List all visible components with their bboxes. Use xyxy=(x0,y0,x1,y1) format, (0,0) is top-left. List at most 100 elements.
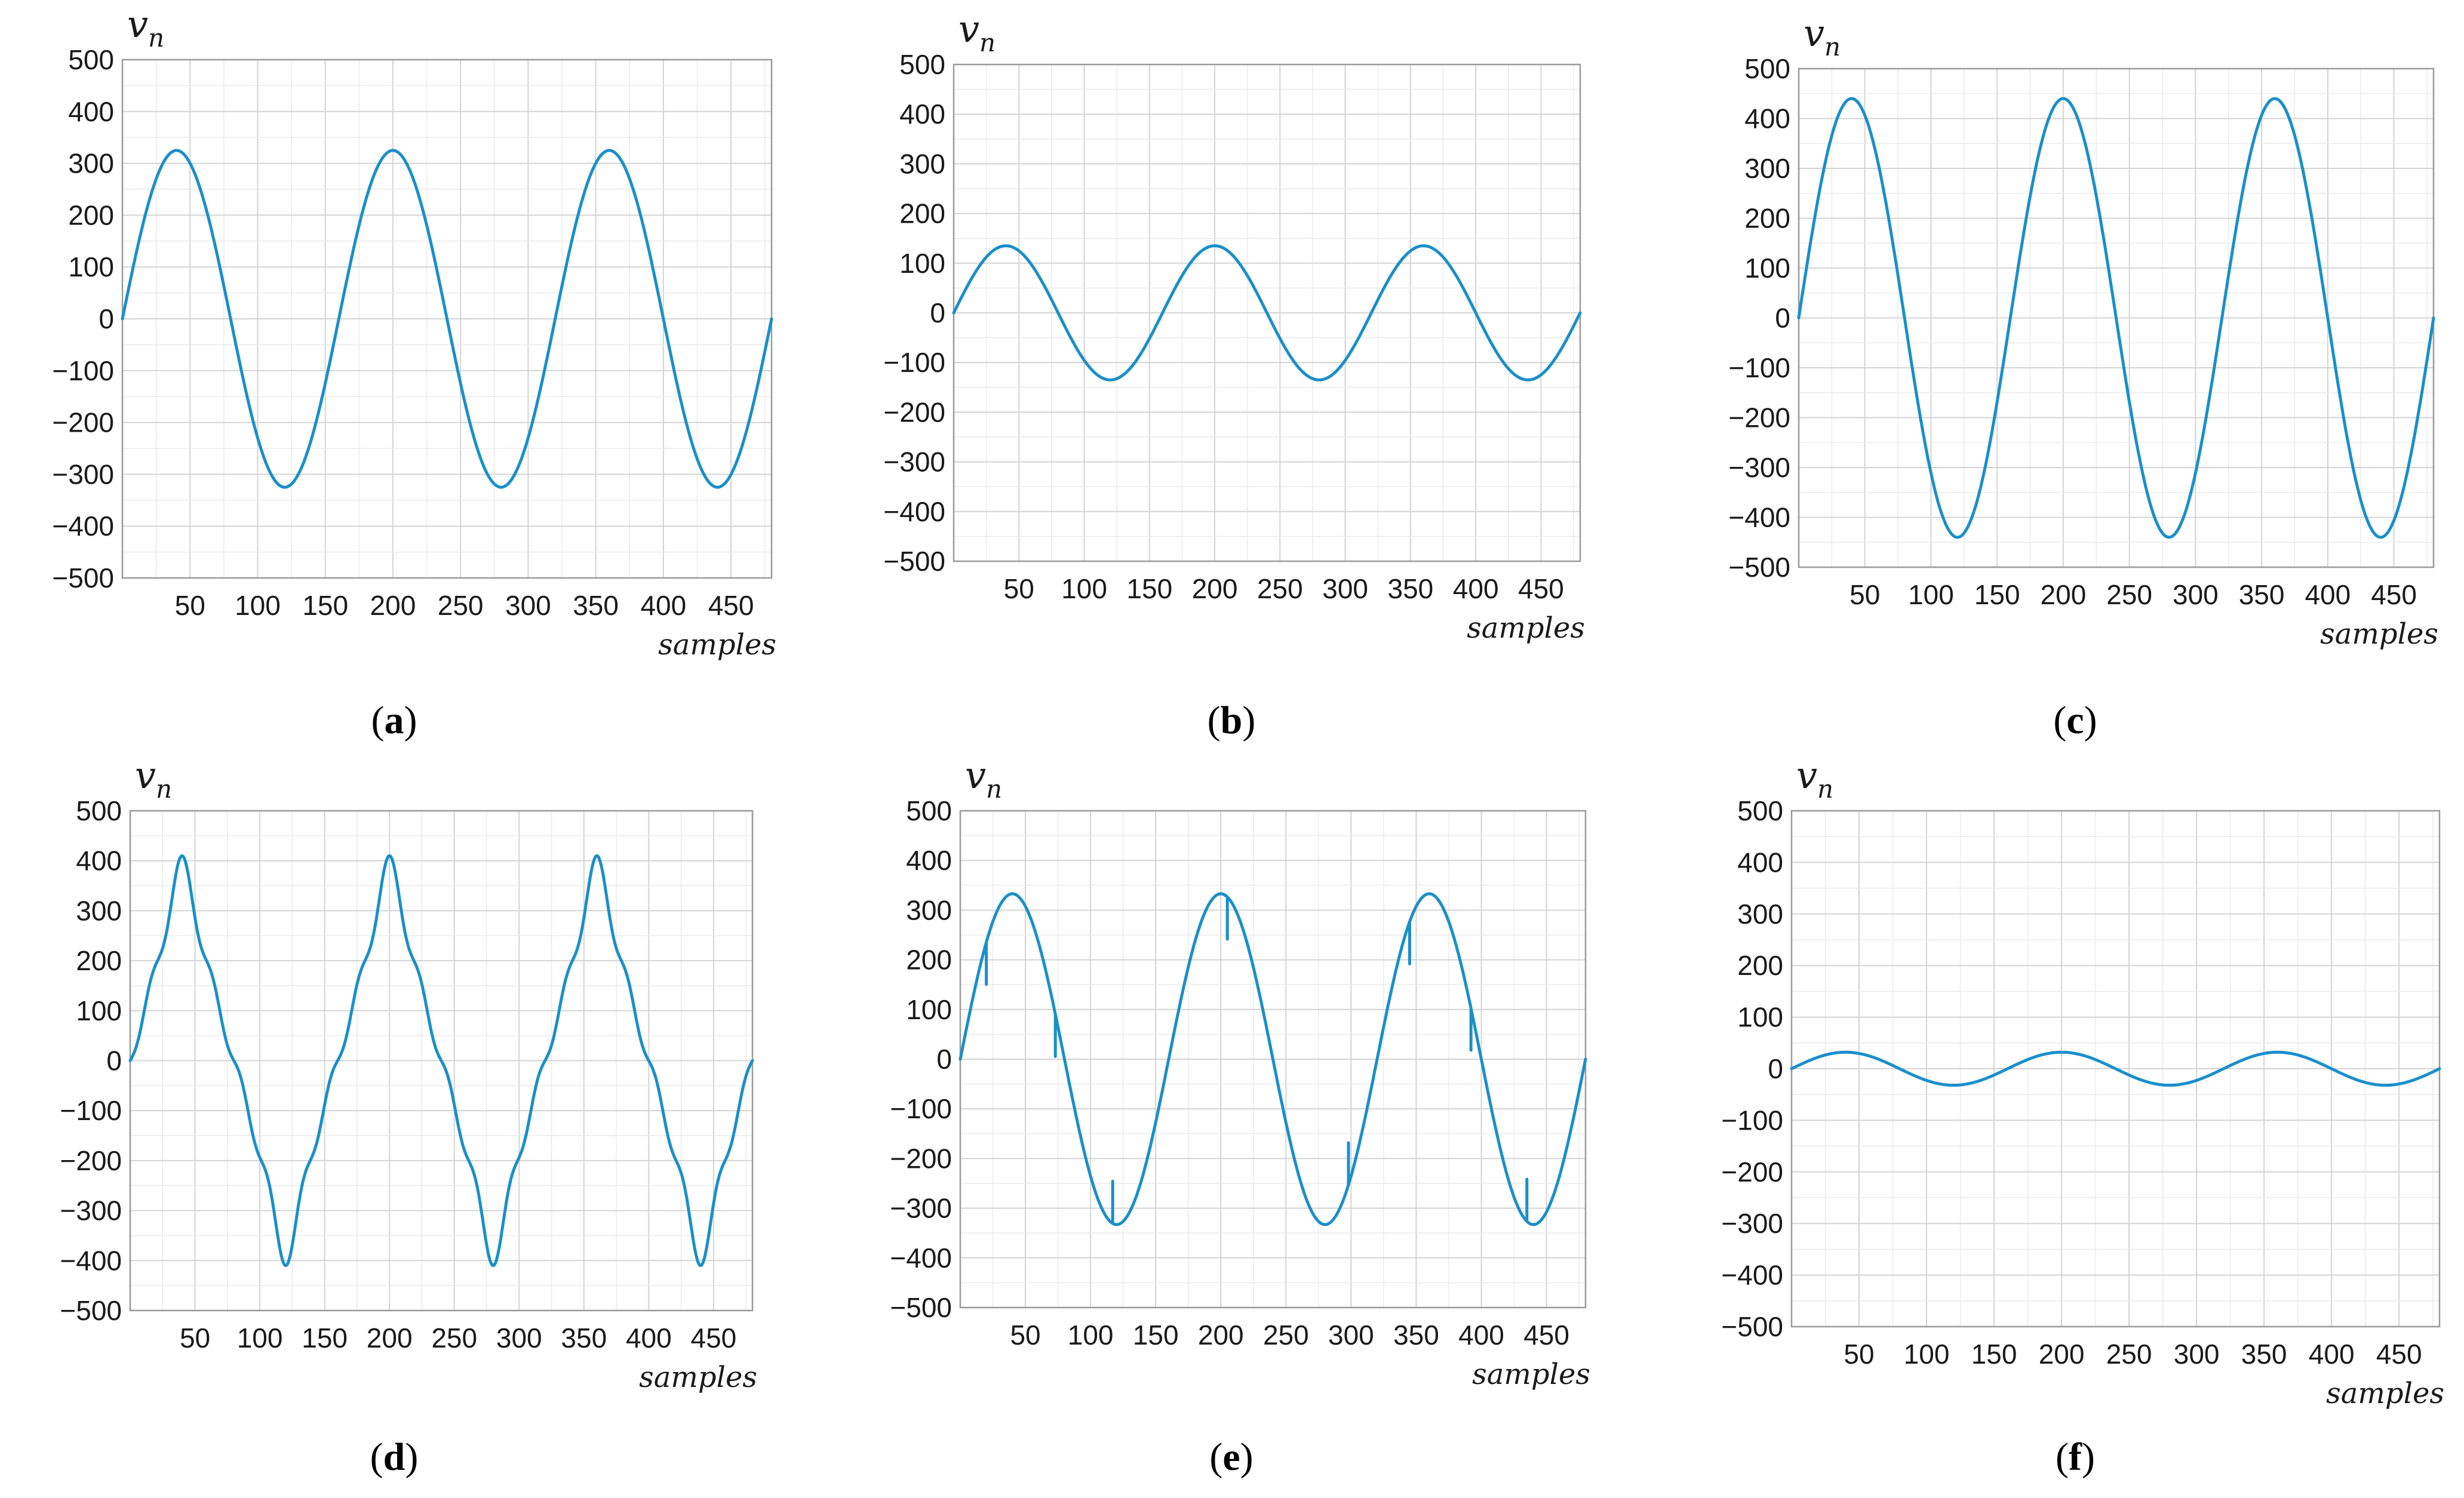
y-tick-label: −300 xyxy=(1728,452,1790,483)
x-tick-label: 250 xyxy=(2106,579,2152,610)
x-tick-label: 100 xyxy=(1904,1339,1950,1370)
x-tick-label: 200 xyxy=(370,590,416,621)
y-tick-label: 200 xyxy=(68,199,114,230)
y-tick-label: 400 xyxy=(899,99,945,130)
y-tick-label: 500 xyxy=(68,44,114,75)
x-tick-label: 150 xyxy=(302,1322,348,1354)
waveform-line xyxy=(958,892,1587,1226)
x-tick-label: 200 xyxy=(1198,1319,1244,1351)
x-tick-label: 200 xyxy=(367,1322,413,1354)
x-tick-label: 100 xyxy=(237,1322,283,1354)
x-tick-label: 350 xyxy=(573,590,619,621)
x-tick-label: 450 xyxy=(1518,573,1564,604)
y-tick-label: 0 xyxy=(99,303,114,334)
y-tick-label: 200 xyxy=(906,945,952,976)
x-tick-label: 150 xyxy=(302,590,348,621)
waveform-line xyxy=(1790,1050,2441,1087)
x-tick-label: 400 xyxy=(640,590,686,621)
y-tick-label: 100 xyxy=(68,251,114,282)
x-tick-label: 450 xyxy=(708,590,754,621)
x-tick-label: 300 xyxy=(2173,579,2219,610)
y-tick-label: −100 xyxy=(1728,352,1790,383)
y-axis-label: vn xyxy=(135,753,172,804)
y-tick-label: −100 xyxy=(883,347,945,378)
y-tick-label: −200 xyxy=(890,1143,952,1174)
y-tick-label: 200 xyxy=(1744,203,1790,234)
x-tick-label: 350 xyxy=(561,1322,607,1354)
x-tick-label: 50 xyxy=(1010,1319,1040,1351)
panel-caption: (e) xyxy=(1209,1435,1253,1479)
x-tick-label: 300 xyxy=(1328,1319,1374,1351)
x-tick-label: 250 xyxy=(438,590,484,621)
y-tick-label: −400 xyxy=(883,496,945,527)
x-tick-label: 450 xyxy=(2376,1339,2422,1370)
x-tick-label: 450 xyxy=(691,1322,737,1354)
x-tick-label: 50 xyxy=(1844,1339,1874,1370)
y-tick-label: 200 xyxy=(76,945,122,976)
y-tick-label: −400 xyxy=(890,1242,952,1274)
x-tick-label: 350 xyxy=(2239,579,2285,610)
x-tick-label: 200 xyxy=(2041,579,2087,610)
y-tick-label: 0 xyxy=(936,1044,952,1075)
y-tick-label: −300 xyxy=(1721,1208,1783,1239)
y-tick-label: −100 xyxy=(1721,1105,1783,1136)
waveform-line xyxy=(952,244,1582,382)
y-tick-label: 500 xyxy=(76,795,122,826)
y-tick-label: −200 xyxy=(883,396,945,427)
chart-panel-a: 500 400 300 200 100 0 −100 −200 −300 −400 −500 50 10… xyxy=(52,2,776,742)
x-tick-label: 100 xyxy=(1908,579,1954,610)
x-tick-label: 400 xyxy=(1458,1319,1504,1351)
y-tick-label: 100 xyxy=(899,248,945,279)
y-tick-label: −300 xyxy=(883,447,945,478)
y-tick-label: −500 xyxy=(1728,552,1790,583)
y-tick-label: 400 xyxy=(1744,103,1790,134)
y-tick-label: −500 xyxy=(1721,1311,1783,1342)
panel-caption: (f) xyxy=(2056,1435,2095,1479)
y-tick-label: 500 xyxy=(1744,53,1790,84)
y-tick-label: 100 xyxy=(906,994,952,1025)
y-tick-label: 100 xyxy=(76,995,122,1026)
y-tick-label: 0 xyxy=(106,1045,122,1076)
x-axis-label: samples xyxy=(2326,1377,2444,1410)
x-tick-label: 250 xyxy=(431,1322,477,1354)
y-tick-label: −500 xyxy=(60,1295,122,1326)
y-tick-label: 400 xyxy=(68,96,114,127)
x-tick-label: 250 xyxy=(1257,573,1303,604)
y-axis-label: vn xyxy=(958,7,996,57)
y-tick-label: 300 xyxy=(68,148,114,179)
x-tick-label: 100 xyxy=(235,590,281,621)
y-tick-label: −500 xyxy=(52,562,114,593)
y-axis-label: vn xyxy=(1804,11,1841,61)
x-tick-label: 300 xyxy=(505,590,551,621)
y-tick-label: 100 xyxy=(1744,253,1790,284)
y-axis-label: vn xyxy=(965,753,1002,804)
grid xyxy=(122,60,772,578)
y-tick-label: 0 xyxy=(1775,303,1790,334)
y-tick-label: 200 xyxy=(1737,950,1783,981)
y-tick-label: −500 xyxy=(890,1292,952,1323)
y-tick-label: 100 xyxy=(1737,1002,1783,1033)
x-tick-label: 300 xyxy=(1322,573,1368,604)
y-tick-label: 300 xyxy=(906,894,952,925)
chart-panel-d: 500 400 300 200 100 0 −100 −200 −300 −400 −500 50 10… xyxy=(60,753,757,1479)
y-tick-label: −400 xyxy=(1721,1260,1783,1291)
x-tick-label: 200 xyxy=(1192,573,1238,604)
x-tick-label: 150 xyxy=(1126,573,1172,604)
y-tick-label: −400 xyxy=(60,1245,122,1276)
y-tick-label: −400 xyxy=(1728,502,1790,533)
x-axis-label: samples xyxy=(1472,1358,1590,1391)
y-tick-label: −400 xyxy=(52,510,114,542)
y-tick-label: 300 xyxy=(76,895,122,926)
x-tick-label: 50 xyxy=(175,590,205,621)
y-tick-label: −100 xyxy=(890,1093,952,1124)
x-axis-label: samples xyxy=(1467,611,1585,645)
x-axis-label: samples xyxy=(639,1361,757,1394)
y-tick-label: 500 xyxy=(906,795,952,826)
y-tick-label: 400 xyxy=(906,845,952,876)
y-tick-label: −500 xyxy=(883,546,945,577)
y-tick-label: 500 xyxy=(899,49,945,80)
y-tick-label: −100 xyxy=(52,355,114,386)
waveform-line xyxy=(121,149,773,489)
x-tick-label: 400 xyxy=(1453,573,1499,604)
